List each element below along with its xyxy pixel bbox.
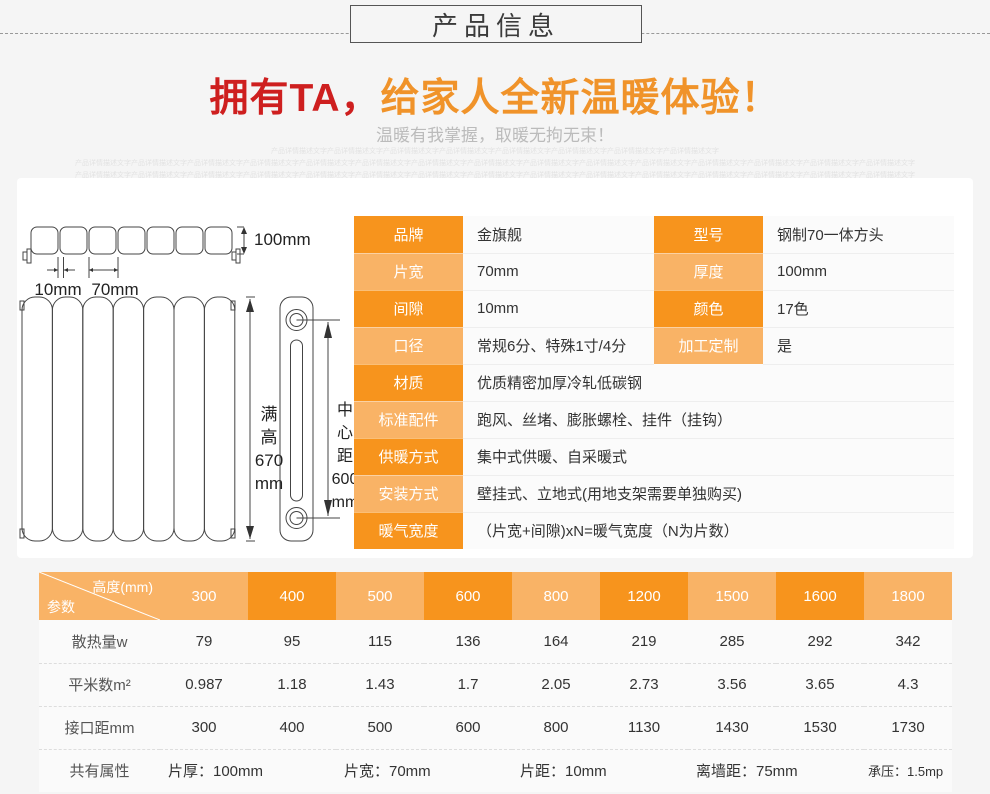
- svg-text:距: 距: [337, 447, 353, 465]
- svg-text:100mm: 100mm: [254, 230, 311, 249]
- svg-text:670: 670: [255, 451, 283, 470]
- svg-text:满: 满: [261, 405, 278, 424]
- svg-text:10mm: 10mm: [34, 280, 81, 299]
- svg-text:高度(mm): 高度(mm): [92, 579, 153, 595]
- svg-text:70mm: 70mm: [91, 280, 138, 299]
- svg-text:中: 中: [337, 401, 353, 419]
- svg-text:高: 高: [261, 428, 278, 447]
- svg-text:mm: mm: [255, 474, 283, 493]
- svg-text:心: 心: [337, 424, 353, 442]
- svg-text:参数: 参数: [47, 599, 75, 615]
